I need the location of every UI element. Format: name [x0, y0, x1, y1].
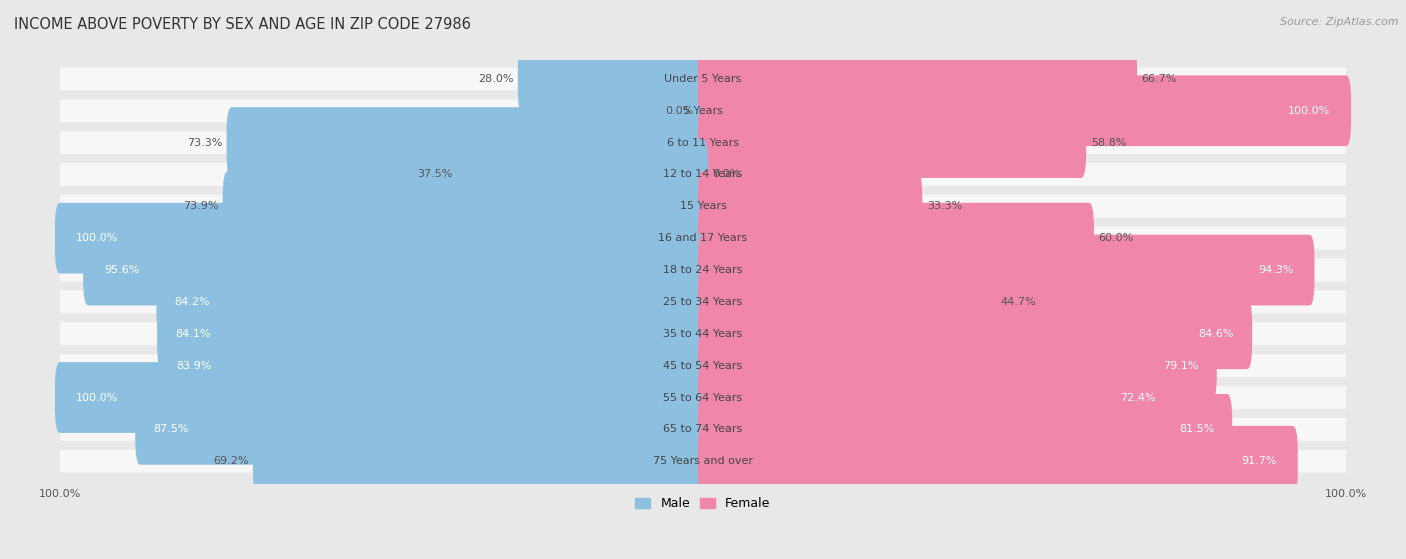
FancyBboxPatch shape [60, 131, 1346, 154]
Text: 60.0%: 60.0% [1098, 233, 1133, 243]
FancyBboxPatch shape [83, 235, 709, 305]
FancyBboxPatch shape [697, 44, 1137, 114]
Text: 25 to 34 Years: 25 to 34 Years [657, 297, 749, 307]
Text: 95.6%: 95.6% [104, 265, 139, 275]
Text: 73.9%: 73.9% [183, 201, 218, 211]
FancyBboxPatch shape [156, 267, 709, 337]
Legend: Male, Female: Male, Female [630, 492, 776, 515]
FancyBboxPatch shape [60, 291, 1346, 314]
FancyBboxPatch shape [60, 259, 1346, 282]
FancyBboxPatch shape [697, 394, 1232, 465]
FancyBboxPatch shape [60, 450, 1346, 473]
Text: 84.6%: 84.6% [1198, 329, 1234, 339]
Text: 72.4%: 72.4% [1121, 392, 1156, 402]
Text: 33.3%: 33.3% [927, 201, 962, 211]
FancyBboxPatch shape [60, 195, 1346, 218]
Text: 45 to 54 Years: 45 to 54 Years [657, 361, 749, 371]
Text: 66.7%: 66.7% [1142, 74, 1177, 84]
Text: 18 to 24 Years: 18 to 24 Years [657, 265, 749, 275]
FancyBboxPatch shape [157, 299, 709, 369]
Text: 55 to 64 Years: 55 to 64 Years [657, 392, 749, 402]
Text: 81.5%: 81.5% [1178, 424, 1215, 434]
FancyBboxPatch shape [457, 139, 709, 210]
FancyBboxPatch shape [226, 107, 709, 178]
FancyBboxPatch shape [697, 235, 1315, 305]
FancyBboxPatch shape [697, 267, 995, 337]
Text: 100.0%: 100.0% [1288, 106, 1330, 116]
Text: 44.7%: 44.7% [1000, 297, 1036, 307]
FancyBboxPatch shape [697, 203, 1094, 273]
Text: 100.0%: 100.0% [76, 233, 118, 243]
FancyBboxPatch shape [55, 203, 709, 273]
Text: 75 Years and over: 75 Years and over [645, 456, 761, 466]
FancyBboxPatch shape [697, 171, 922, 241]
Text: 35 to 44 Years: 35 to 44 Years [657, 329, 749, 339]
Text: 100.0%: 100.0% [76, 392, 118, 402]
FancyBboxPatch shape [60, 100, 1346, 122]
FancyBboxPatch shape [60, 354, 1346, 377]
FancyBboxPatch shape [697, 362, 1174, 433]
Text: 16 and 17 Years: 16 and 17 Years [651, 233, 755, 243]
Text: Under 5 Years: Under 5 Years [658, 74, 748, 84]
Text: 6 to 11 Years: 6 to 11 Years [659, 138, 747, 148]
Text: 37.5%: 37.5% [416, 169, 453, 179]
FancyBboxPatch shape [697, 330, 1216, 401]
FancyBboxPatch shape [60, 418, 1346, 441]
FancyBboxPatch shape [60, 68, 1346, 91]
FancyBboxPatch shape [55, 362, 709, 433]
Text: 15 Years: 15 Years [672, 201, 734, 211]
FancyBboxPatch shape [60, 227, 1346, 250]
Text: 73.3%: 73.3% [187, 138, 222, 148]
FancyBboxPatch shape [697, 299, 1253, 369]
Text: 83.9%: 83.9% [176, 361, 212, 371]
FancyBboxPatch shape [60, 323, 1346, 345]
FancyBboxPatch shape [60, 386, 1346, 409]
FancyBboxPatch shape [135, 394, 709, 465]
Text: 12 to 14 Years: 12 to 14 Years [657, 169, 749, 179]
Text: 5 Years: 5 Years [676, 106, 730, 116]
Text: 87.5%: 87.5% [153, 424, 188, 434]
Text: 91.7%: 91.7% [1241, 456, 1277, 466]
Text: 84.2%: 84.2% [174, 297, 209, 307]
FancyBboxPatch shape [697, 75, 1351, 146]
FancyBboxPatch shape [222, 171, 709, 241]
Text: 69.2%: 69.2% [212, 456, 249, 466]
Text: 65 to 74 Years: 65 to 74 Years [657, 424, 749, 434]
FancyBboxPatch shape [159, 330, 709, 401]
FancyBboxPatch shape [697, 107, 1087, 178]
Text: 0.0%: 0.0% [665, 106, 693, 116]
Text: 0.0%: 0.0% [713, 169, 741, 179]
FancyBboxPatch shape [697, 426, 1298, 496]
FancyBboxPatch shape [253, 426, 709, 496]
Text: 28.0%: 28.0% [478, 74, 513, 84]
Text: 84.1%: 84.1% [176, 329, 211, 339]
FancyBboxPatch shape [60, 163, 1346, 186]
Text: 94.3%: 94.3% [1258, 265, 1294, 275]
Text: 58.8%: 58.8% [1091, 138, 1126, 148]
Text: 79.1%: 79.1% [1163, 361, 1199, 371]
Text: INCOME ABOVE POVERTY BY SEX AND AGE IN ZIP CODE 27986: INCOME ABOVE POVERTY BY SEX AND AGE IN Z… [14, 17, 471, 32]
FancyBboxPatch shape [517, 44, 709, 114]
Text: Source: ZipAtlas.com: Source: ZipAtlas.com [1281, 17, 1399, 27]
